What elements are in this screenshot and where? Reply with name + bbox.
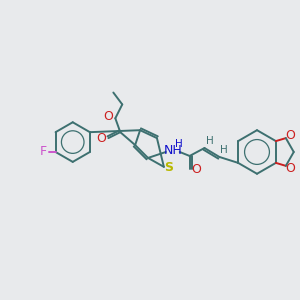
Text: O: O [285,129,295,142]
Text: H: H [175,139,183,149]
Text: O: O [192,163,202,176]
Text: NH: NH [164,143,182,157]
Text: O: O [97,132,106,145]
Text: O: O [285,162,295,175]
Text: O: O [103,110,113,123]
Text: H: H [206,136,213,146]
Text: S: S [164,161,173,174]
Text: H: H [220,145,228,155]
Text: F: F [40,146,47,158]
